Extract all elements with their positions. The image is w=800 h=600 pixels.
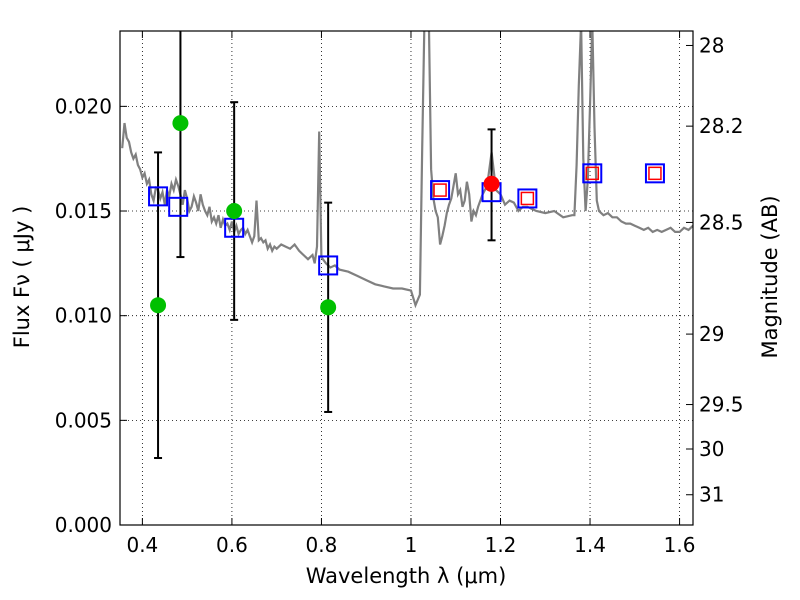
x-tick-label: 1.2 [485,533,517,557]
x-tick-label: 0.8 [306,533,338,557]
green-circle-marker [150,297,167,314]
blue-square-marker [318,255,339,276]
green-circle-marker [226,203,243,220]
y-tick-label: 0.015 [55,199,112,223]
blue-square-marker [430,180,451,201]
spectrum-layer [121,31,693,309]
y2-tick-label: 29.5 [699,393,744,417]
x-axis: 0.4 0.6 0.8 1 1.2 1.4 1.6 [126,31,695,557]
marker-layer [148,115,665,316]
y-tick-label: 0.010 [55,304,112,328]
red-square-marker [585,166,600,181]
green-circle-marker [320,299,337,316]
y-axis-label: Flux Fν ( μJy ) [10,206,34,349]
green-circle-marker [172,115,189,132]
y2-axis-label: Magnitude (AB) [758,195,782,358]
y-axis: 0.000 0.005 0.010 0.015 0.020 [55,94,127,537]
spectrum-line [121,31,693,309]
x-axis-label: Wavelength λ (μm) [306,564,507,588]
red-circle-marker [483,175,500,192]
x-tick-label: 0.6 [216,533,248,557]
plot-frame [119,30,694,526]
x-tick-label: 0.4 [126,533,158,557]
grid [120,31,693,526]
x-tick-label: 1.4 [574,533,606,557]
blue-square-marker [644,163,665,184]
y2-tick-label: 29 [699,322,724,346]
y-tick-label: 0.020 [55,94,112,118]
y2-tick-label: 28.5 [699,210,744,234]
blue-square-marker [582,163,603,184]
x-tick-label: 1 [405,533,418,557]
x-tick-label: 1.6 [664,533,696,557]
blue-square-marker [517,188,538,209]
y2-tick-label: 30 [699,437,724,461]
blue-square-marker [168,196,189,217]
red-square-marker [520,191,535,206]
errorbar-layer [154,31,496,460]
y2-tick-label: 31 [699,483,724,507]
y2-axis: 28 28.2 28.5 29 29.5 30 31 [686,33,744,507]
y-tick-label: 0.000 [55,513,112,537]
blue-square-marker [148,186,169,207]
y-tick-label: 0.005 [55,408,112,432]
red-square-marker [433,183,447,197]
y2-tick-label: 28 [699,33,724,57]
red-square-marker [648,166,662,181]
y2-tick-label: 28.2 [699,114,744,138]
